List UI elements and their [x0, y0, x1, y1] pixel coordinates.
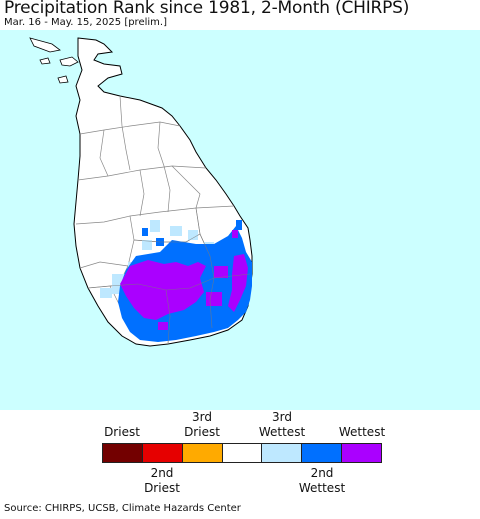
legend-label-driest: Driest: [104, 425, 140, 439]
legend-swatch-normal: [222, 444, 263, 462]
legend-swatch-wettest: [342, 444, 382, 462]
rank-cells: [100, 220, 252, 342]
district-borders-overlay: [87, 207, 251, 345]
legend-label-2nd-driest: 2nd Driest: [144, 466, 180, 495]
legend-label-wettest: Wettest: [338, 425, 386, 439]
sri-lanka-map: [0, 30, 480, 410]
island-west: [39, 57, 51, 65]
source-credit: Source: CHIRPS, UCSB, Climate Hazards Ce…: [4, 503, 241, 514]
legend-color-bar: [102, 443, 382, 463]
legend-label-3rd-wettest: 3rd Wettest: [258, 410, 306, 439]
legend-swatch-3rd-wettest: [262, 444, 303, 462]
mannar-spit: [29, 37, 61, 53]
island-northwest: [57, 75, 69, 84]
legend-label-3rd-driest: 3rd Driest: [184, 410, 220, 439]
legend-swatch-driest: [103, 444, 143, 462]
legend-label-2nd-wettest: 2nd Wettest: [298, 466, 346, 495]
island-north: [59, 56, 79, 67]
map-subtitle: Mar. 16 - May. 15, 2025 [prelim.]: [4, 17, 167, 28]
map-title: Precipitation Rank since 1981, 2-Month (…: [4, 0, 410, 18]
legend-swatch-2nd-driest: [142, 444, 183, 462]
legend-swatch-2nd-wettest: [302, 444, 343, 462]
legend-swatch-3rd-driest: [182, 444, 223, 462]
